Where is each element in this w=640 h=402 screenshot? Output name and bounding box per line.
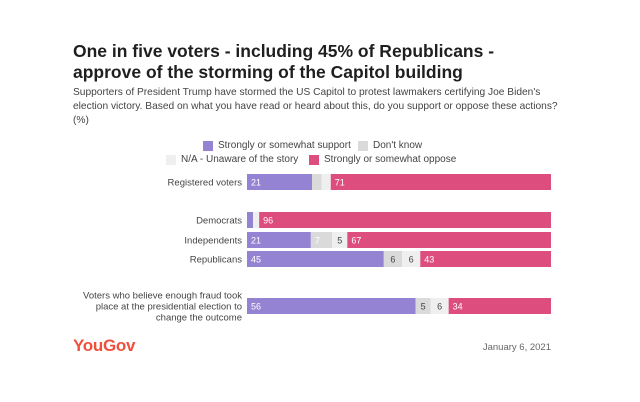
legend-label-oppose: Strongly or somewhat oppose xyxy=(324,154,457,165)
category-label: Independents xyxy=(184,236,242,247)
yougov-logo: YouGov xyxy=(73,336,136,355)
chart-subtitle: Supporters of President Trump have storm… xyxy=(73,87,558,126)
bar-segment-na xyxy=(430,298,449,314)
data-label-oppose: 67 xyxy=(351,236,361,246)
chart-date: January 6, 2021 xyxy=(482,342,551,353)
data-label-na: 6 xyxy=(437,302,442,312)
legend-label-support: Strongly or somewhat support xyxy=(218,140,351,151)
data-label-oppose: 96 xyxy=(263,216,273,226)
bar-segment-oppose xyxy=(448,298,551,314)
data-label-oppose: 43 xyxy=(424,255,434,265)
title-line-2: approve of the storming of the Capitol b… xyxy=(73,62,463,82)
category-label: Republicans xyxy=(190,255,243,266)
bar-segment-na xyxy=(253,212,260,228)
chart-title: One in five voters - including 45% of Re… xyxy=(73,41,573,83)
data-label-na: 5 xyxy=(337,236,342,246)
data-label-dont-know: 6 xyxy=(390,255,395,265)
bar-segment-na xyxy=(321,174,331,190)
data-label-oppose: 71 xyxy=(335,178,345,188)
bar-segment-support xyxy=(247,232,311,248)
data-label-support: 21 xyxy=(251,236,261,246)
data-label-dont-know: 5 xyxy=(421,302,426,312)
bar-segment-support xyxy=(247,174,313,190)
legend-label-dont-know: Don't know xyxy=(373,140,423,151)
bar-segment-oppose xyxy=(347,232,551,248)
legend-swatch-na xyxy=(166,154,176,165)
category-label: place at the presidential election to xyxy=(96,302,242,313)
bar-segment-support xyxy=(247,298,416,314)
legend-item-support: Strongly or somewhat support xyxy=(203,140,351,151)
bar-segment-oppose xyxy=(259,212,551,228)
data-label-support: 21 xyxy=(251,178,261,188)
bar-segment-dont-know xyxy=(383,251,403,267)
bar-segment-support xyxy=(247,212,254,228)
data-label-support: 56 xyxy=(251,302,261,312)
bar-segment-support xyxy=(247,251,384,267)
category-label: Democrats xyxy=(196,216,242,227)
bar-segment-dont-know xyxy=(312,174,322,190)
bar-segment-na xyxy=(402,251,421,267)
data-label-dont-know: 7 xyxy=(315,236,320,246)
legend-swatch-dont-know xyxy=(358,140,368,151)
category-label: change the outcome xyxy=(156,313,242,324)
bar-segment-dont-know xyxy=(310,232,333,248)
bar-segment-oppose xyxy=(330,174,551,190)
title-line-1: One in five voters - including 45% of Re… xyxy=(73,41,495,61)
legend-swatch-oppose xyxy=(309,154,319,165)
bar-segment-dont-know xyxy=(415,298,431,314)
category-label: Registered voters xyxy=(168,178,243,189)
legend-item-dont-know: Don't know xyxy=(358,140,422,151)
bar-segment-na xyxy=(332,232,348,248)
legend-label-na: N/A - Unaware of the story xyxy=(181,154,299,165)
category-label: Voters who believe enough fraud took xyxy=(83,291,242,302)
bar-segment-oppose xyxy=(420,251,551,267)
legend-item-na: N/A - Unaware of the story xyxy=(166,154,298,165)
data-label-na: 6 xyxy=(409,255,414,265)
data-label-oppose: 34 xyxy=(453,302,463,312)
legend-swatch-support xyxy=(203,140,213,151)
data-label-support: 45 xyxy=(251,255,261,265)
legend-item-oppose: Strongly or somewhat oppose xyxy=(309,154,456,165)
